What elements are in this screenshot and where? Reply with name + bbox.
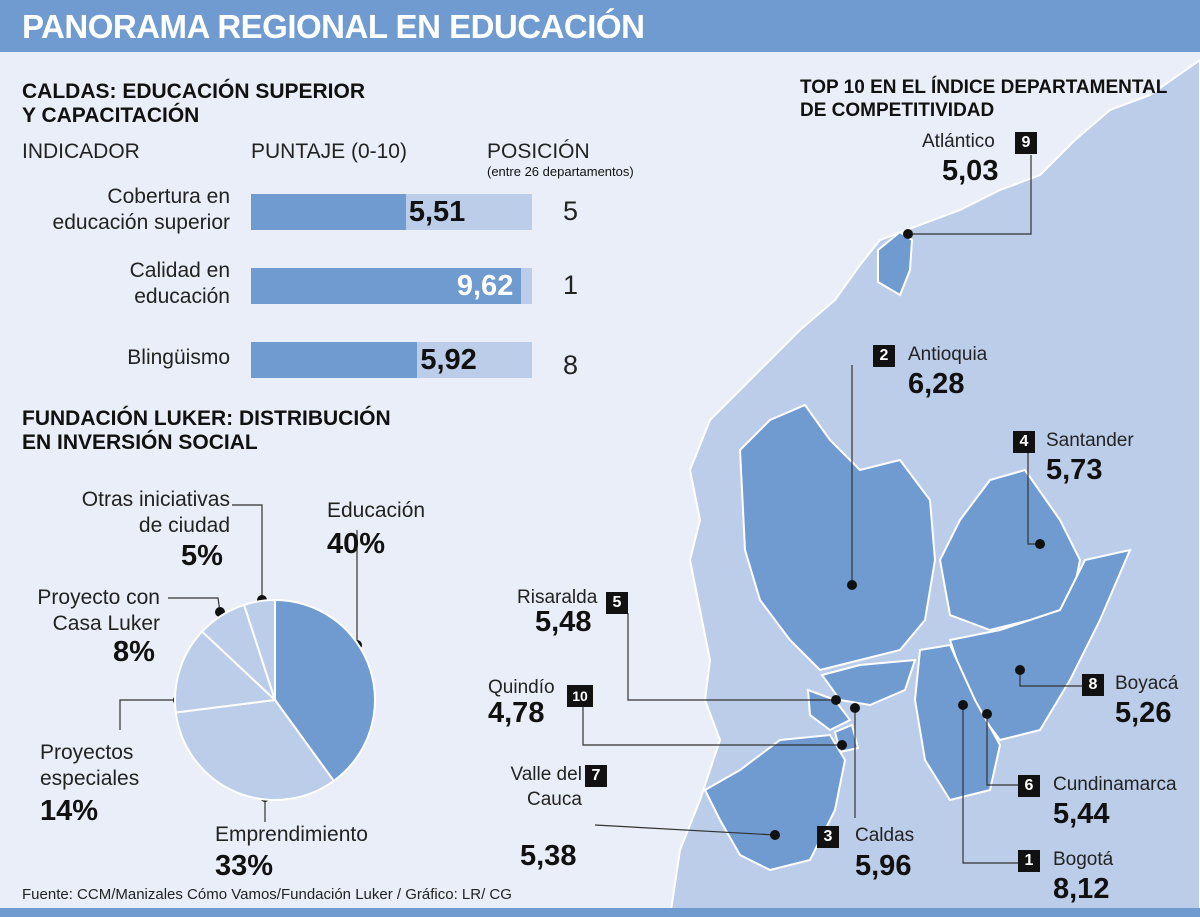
rank-badge: 7 [585,765,607,787]
pie-label-otras: Otras iniciativas de ciudad [81,488,230,537]
dept-atlantico [877,230,914,297]
dept-antioquia [738,403,937,672]
page-title: PANORAMA REGIONAL EN EDUCACIÓN [22,8,645,45]
department-value: 4,78 [488,697,545,729]
title-line: TOP 10 EN EL ÍNDICE DEPARTAMENTAL [800,77,1168,98]
score-bar: 5,51 [251,194,532,230]
pie-value-proyectos-especiales: 14% [40,795,99,827]
rank-badge: 3 [817,826,839,848]
dept-cundinamarca [913,643,1002,802]
pie-value-educacion: 40% [327,528,386,560]
position-note: (entre 26 departamentos) [487,164,634,179]
dept-valle [703,733,847,872]
rank-badge: 10 [567,685,593,707]
pie-value-otras: 5% [181,540,223,572]
score-bar-fill [251,342,418,378]
score-bar-fill [251,194,406,230]
rank-badge: 1 [1018,850,1040,872]
department-name: Valle del Cauca [510,764,582,810]
pie-chart [174,598,376,801]
score-bar: 9,62 [251,268,532,304]
department-value: 5,96 [855,850,912,882]
department-name: Caldas [855,825,915,846]
footer-bar [0,908,1200,917]
column-header-score: PUNTAJE (0-10) [251,140,407,163]
department-value: 6,28 [908,368,965,400]
title-line: EN INVERSIÓN SOCIAL [22,431,258,454]
pie-value-casa-luker: 8% [113,636,155,668]
position-value: 1 [563,270,579,300]
department-value: 5,48 [535,606,592,638]
column-header-position: POSICIÓN [487,140,590,163]
map-landmass [668,58,1200,917]
pie-slice [274,598,376,783]
title-line: FUNDACIÓN LUKER: DISTRIBUCIÓN [22,407,391,430]
title-line: DE COMPETITIVIDAD [800,100,995,121]
title-line: Y CAPACITACIÓN [22,104,200,127]
pie-label-emprendimiento: Emprendimiento [215,823,368,846]
pie-label-educacion: Educación [327,499,426,522]
indicator-label: Calidad en educación [129,259,230,308]
department-value: 5,73 [1046,454,1103,486]
rank-badge: 9 [1015,132,1037,154]
rank-badge: 8 [1082,674,1104,696]
pie-label-proyectos-especiales: Proyectos especiales [40,741,140,790]
department-value: 5,03 [942,155,999,187]
department-name: Quindío [488,677,555,698]
pie-slice [174,698,336,801]
column-header-indicator: INDICADOR [22,140,140,163]
pie-value-emprendimiento: 33% [215,850,274,882]
department-value: 8,12 [1053,873,1110,905]
department-name: Boyacá [1115,673,1179,694]
department-name: Bogotá [1053,849,1114,870]
score-value: 5,92 [420,344,477,376]
score-bar-fill [251,268,522,304]
pie-section-title: FUNDACIÓN LUKER: DISTRIBUCIÓN EN INVERSI… [22,407,391,455]
dept-santander [938,468,1082,632]
map-title: TOP 10 EN EL ÍNDICE DEPARTAMENTAL DE COM… [800,76,1167,122]
header-bar: PANORAMA REGIONAL EN EDUCACIÓN [0,0,1200,52]
position-value: 5 [563,196,579,226]
score-bar: 5,92 [251,342,532,378]
department-value: 5,44 [1053,798,1110,830]
rank-badge: 2 [873,345,895,367]
pie-slice [174,630,278,714]
indicator-label: Cobertura en educación superior [52,185,230,234]
pie-label-casa-luker: Proyecto con Casa Luker [37,586,160,635]
source-note: Fuente: CCM/Manizales Cómo Vamos/Fundaci… [22,886,512,903]
department-name: Atlántico [922,131,995,152]
pie-slice [242,598,276,701]
department-name: Santander [1046,430,1134,451]
department-value: 5,38 [520,840,577,872]
department-value: 5,26 [1115,697,1172,729]
title-line: CALDAS: EDUCACIÓN SUPERIOR [22,80,366,103]
bar-section-title: CALDAS: EDUCACIÓN SUPERIOR Y CAPACITACIÓ… [22,80,365,128]
indicator-label: Blingüismo [127,346,230,369]
position-value: 8 [563,350,579,380]
department-name: Antioquia [908,344,988,365]
rank-badge: 4 [1013,431,1035,453]
department-name: Risaralda [517,587,598,608]
rank-badge: 6 [1018,775,1040,797]
score-value: 5,51 [408,196,466,228]
department-name: Cundinamarca [1053,774,1177,795]
rank-badge: 5 [606,592,628,614]
score-value: 9,62 [456,270,514,302]
